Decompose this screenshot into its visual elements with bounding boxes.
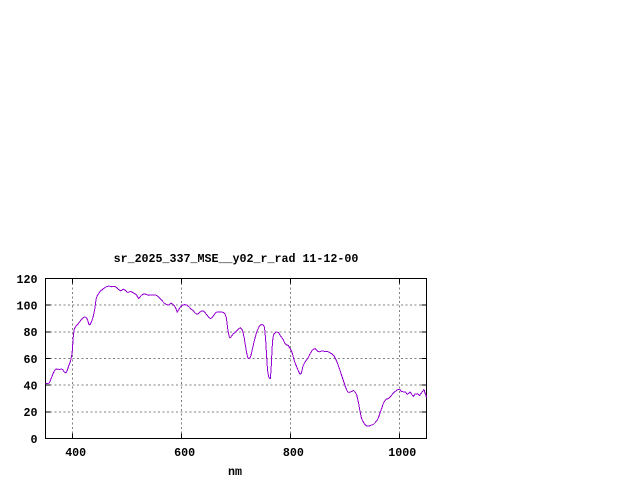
svg-text:sr_2025_337_MSE__y02_r_rad 11-: sr_2025_337_MSE__y02_r_rad 11-12-00 (114, 252, 359, 266)
svg-text:40: 40 (24, 380, 38, 394)
svg-text:1000: 1000 (388, 446, 416, 460)
svg-text:100: 100 (17, 300, 38, 314)
svg-text:60: 60 (24, 353, 38, 367)
svg-text:0: 0 (31, 433, 38, 447)
svg-text:120: 120 (17, 273, 38, 287)
svg-text:80: 80 (24, 326, 38, 340)
svg-text:20: 20 (24, 406, 38, 420)
svg-text:nm: nm (228, 465, 242, 479)
svg-text:800: 800 (283, 446, 304, 460)
svg-text:400: 400 (65, 446, 86, 460)
svg-text:600: 600 (174, 446, 195, 460)
